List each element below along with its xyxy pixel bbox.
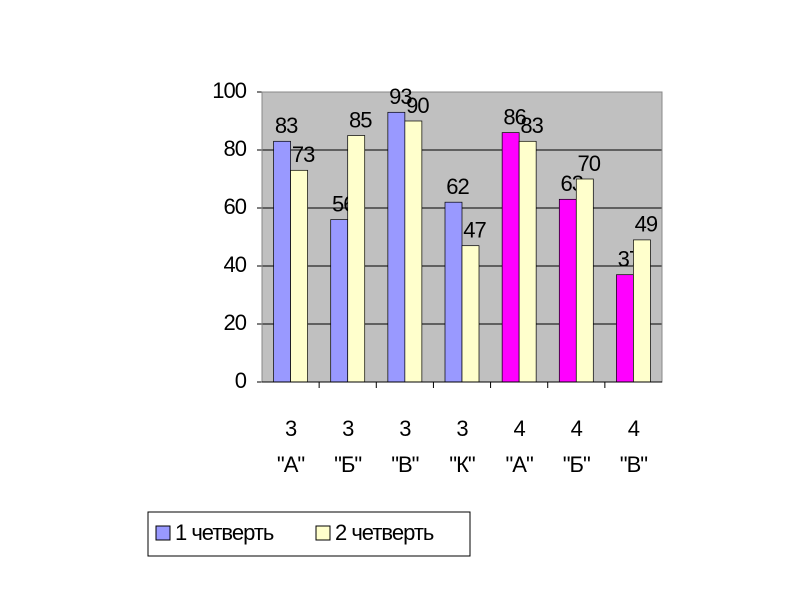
bar: [461, 245, 480, 383]
bar: [387, 111, 406, 383]
bar: [444, 201, 463, 383]
data-label: 83: [520, 113, 543, 138]
data-label: 85: [349, 107, 372, 132]
x-tick-label: 4 "В": [620, 416, 647, 477]
bar: [290, 169, 308, 383]
bar: [501, 132, 520, 383]
y-tick-label: 80: [224, 136, 247, 161]
legend-swatch: [155, 525, 171, 541]
y-tick-label: 40: [224, 252, 247, 277]
x-tick-label: 3 "К": [449, 416, 475, 477]
x-tick-label: 4 "Б": [563, 416, 590, 477]
bar: [616, 274, 634, 383]
bar: [518, 140, 537, 383]
data-label: 90: [406, 93, 429, 118]
x-tick-label: 3 "Б": [334, 416, 361, 477]
y-tick-label: 20: [224, 310, 247, 335]
y-tick-label: 100: [212, 78, 246, 103]
bar: [347, 135, 366, 383]
x-tick-label: 3 "В": [391, 416, 418, 477]
legend: [147, 511, 471, 557]
bar: [558, 198, 577, 383]
data-label: 62: [446, 174, 469, 199]
y-tick-label: 60: [224, 194, 247, 219]
bar: [404, 120, 423, 383]
bar: [273, 140, 291, 383]
data-label: 49: [635, 212, 658, 237]
data-label: 47: [463, 218, 486, 243]
x-tick-label: 4 "А": [505, 416, 532, 477]
bar: [633, 239, 651, 383]
data-label: 86: [503, 104, 526, 129]
data-label: 83: [275, 113, 298, 138]
y-tick-label: 0: [235, 368, 247, 393]
legend-label: 1 четверть: [175, 520, 274, 545]
legend-swatch: [315, 525, 331, 541]
bar: [330, 219, 349, 383]
x-tick-label: 3 "А": [277, 416, 304, 477]
legend-label: 2 четверть: [335, 520, 434, 545]
data-label: 93: [389, 84, 412, 109]
data-label: 73: [292, 142, 315, 167]
data-label: 70: [578, 151, 601, 176]
bar: [575, 178, 594, 383]
